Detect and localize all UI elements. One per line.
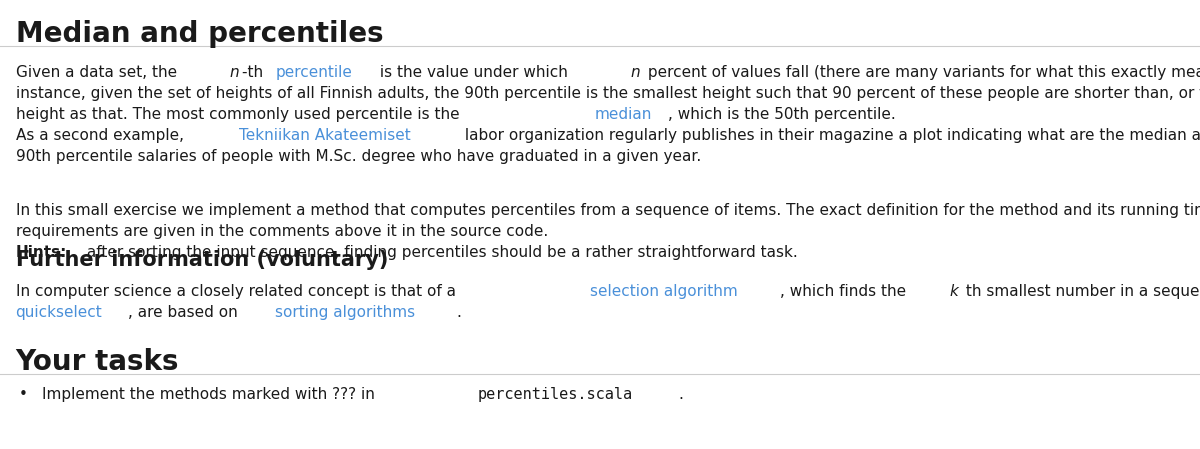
Text: quickselect: quickselect — [16, 305, 102, 320]
Text: •: • — [19, 387, 28, 402]
Text: requirements are given in the comments above it in the source code.: requirements are given in the comments a… — [16, 224, 548, 239]
Text: height as that. The most commonly used percentile is the: height as that. The most commonly used p… — [16, 107, 464, 122]
Text: n: n — [229, 65, 240, 79]
Text: Your tasks: Your tasks — [16, 348, 179, 376]
Text: Tekniikan Akateemiset: Tekniikan Akateemiset — [239, 128, 410, 143]
Text: is the value under which: is the value under which — [374, 65, 572, 79]
Text: after sorting the input sequence, finding percentiles should be a rather straigh: after sorting the input sequence, findin… — [82, 245, 798, 260]
Text: Hints:: Hints: — [16, 245, 67, 260]
Text: 90th percentile salaries of people with M.Sc. degree who have graduated in a giv: 90th percentile salaries of people with … — [16, 149, 701, 164]
Text: Median and percentiles: Median and percentiles — [16, 20, 383, 48]
Text: -th: -th — [242, 65, 269, 79]
Text: In computer science a closely related concept is that of a: In computer science a closely related co… — [16, 284, 461, 299]
Text: th smallest number in a sequence. Many selection algorithms, like: th smallest number in a sequence. Many s… — [961, 284, 1200, 299]
Text: , are based on: , are based on — [127, 305, 242, 320]
Text: sorting algorithms: sorting algorithms — [276, 305, 415, 320]
Text: Further information (voluntary): Further information (voluntary) — [16, 250, 388, 270]
Text: As a second example,: As a second example, — [16, 128, 188, 143]
Text: .: . — [678, 387, 683, 402]
Text: k: k — [949, 284, 958, 299]
Text: percentiles.scala: percentiles.scala — [478, 387, 632, 402]
Text: percent of values fall (there are many variants for what this exactly means, ple: percent of values fall (there are many v… — [642, 65, 1200, 79]
Text: .: . — [456, 305, 461, 320]
Text: In this small exercise we implement a method that computes percentiles from a se: In this small exercise we implement a me… — [16, 203, 1200, 218]
Text: Implement the methods marked with ??? in: Implement the methods marked with ??? in — [42, 387, 379, 402]
Text: , which is the 50th percentile.: , which is the 50th percentile. — [668, 107, 896, 122]
Text: selection algorithm: selection algorithm — [589, 284, 737, 299]
Text: Given a data set, the: Given a data set, the — [16, 65, 181, 79]
Text: median: median — [594, 107, 652, 122]
Text: n: n — [630, 65, 640, 79]
Text: labor organization regularly publishes in their magazine a plot indicating what : labor organization regularly publishes i… — [461, 128, 1200, 143]
Text: instance, given the set of heights of all Finnish adults, the 90th percentile is: instance, given the set of heights of al… — [16, 86, 1200, 101]
Text: percentile: percentile — [276, 65, 353, 79]
Text: , which finds the: , which finds the — [780, 284, 911, 299]
